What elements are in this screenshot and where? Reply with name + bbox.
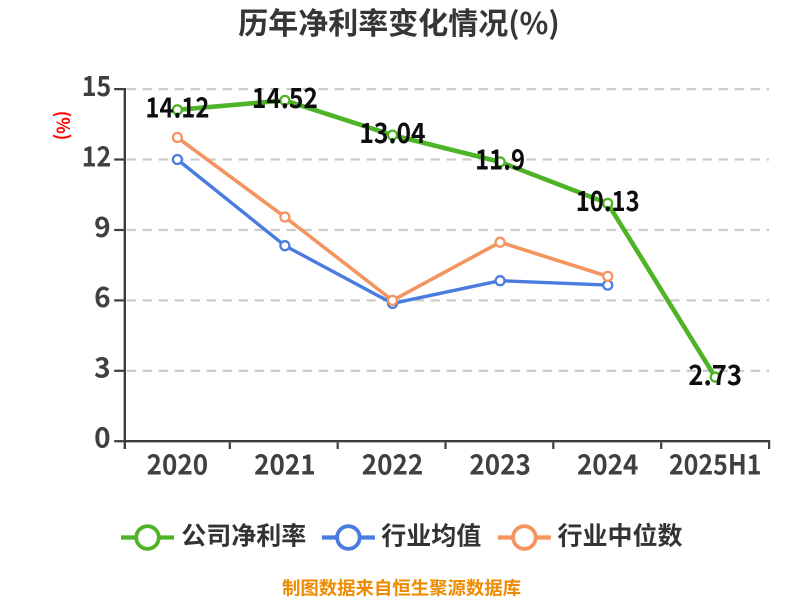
svg-text:6: 6 — [94, 276, 111, 316]
svg-text:10.13: 10.13 — [576, 180, 640, 220]
svg-text:14.52: 14.52 — [252, 77, 318, 117]
svg-text:行业中位数: 行业中位数 — [558, 517, 683, 553]
svg-text:14.12: 14.12 — [145, 87, 209, 127]
svg-text:2020: 2020 — [147, 443, 209, 483]
svg-text:13.04: 13.04 — [359, 112, 425, 152]
svg-text:制图数据来自恒生聚源数据库: 制图数据来自恒生聚源数据库 — [282, 574, 521, 600]
svg-text:行业均值: 行业均值 — [381, 517, 481, 553]
svg-text:2025H1: 2025H1 — [669, 443, 762, 483]
svg-text:历年净利率变化情况(%): 历年净利率变化情况(%) — [238, 0, 560, 43]
svg-text:3: 3 — [94, 347, 111, 387]
svg-text:2024: 2024 — [577, 443, 639, 483]
svg-text:0: 0 — [94, 416, 111, 456]
svg-text:12: 12 — [82, 135, 112, 175]
svg-text:(%): (%) — [51, 111, 77, 141]
svg-text:公司净利率: 公司净利率 — [181, 517, 306, 553]
svg-text:15: 15 — [82, 65, 112, 105]
svg-text:11.9: 11.9 — [475, 139, 525, 179]
svg-text:2022: 2022 — [362, 443, 424, 483]
svg-text:9: 9 — [94, 206, 111, 246]
svg-text:2021: 2021 — [254, 443, 316, 483]
svg-text:2023: 2023 — [469, 443, 531, 483]
svg-text:2.73: 2.73 — [688, 354, 742, 394]
